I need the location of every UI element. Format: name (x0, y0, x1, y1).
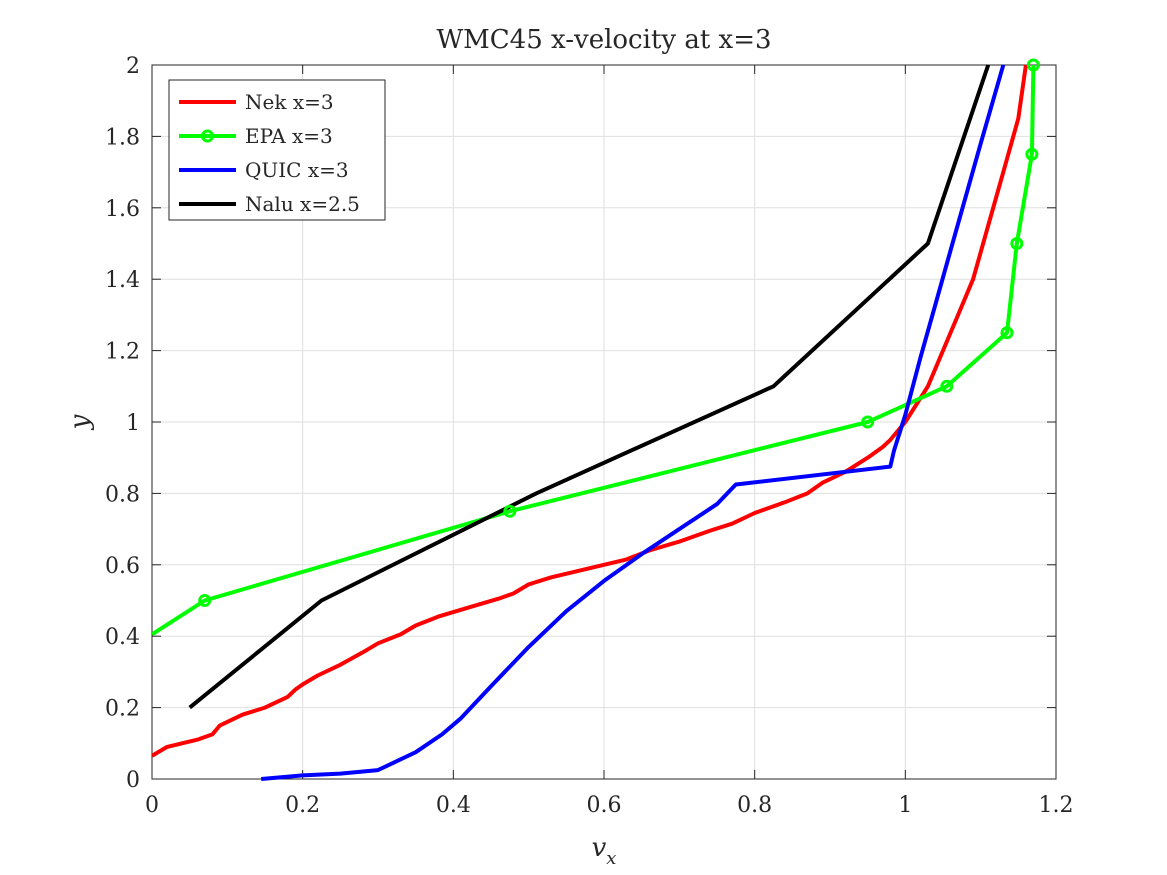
y-tick-label: 0.8 (105, 482, 140, 507)
y-tick-label: 1 (126, 411, 140, 436)
legend: Nek x=3 EPA x=3 QUIC x=3 Nalu x=2.5 (168, 79, 386, 221)
legend-label-nalu-x-2-5: Nalu x=2.5 (245, 192, 360, 216)
chart-title: WMC45 x-velocity at x=3 (436, 25, 771, 55)
y-tick-label: 0.4 (105, 625, 140, 650)
y-tick-label: 0.6 (105, 554, 140, 579)
legend-label-epa-x-3: EPA x=3 (245, 124, 333, 148)
y-tick-label: 2 (126, 54, 140, 79)
x-axis-label-subscript: x (606, 848, 616, 869)
legend-marker-epa-x-3 (201, 129, 214, 143)
x-tick-label: 0.4 (436, 793, 471, 818)
x-tick-label: 0.6 (587, 793, 622, 818)
x-axis-label-main: v (592, 833, 607, 863)
y-tick-label: 1.8 (105, 125, 140, 150)
data-point-epa-x-3 (940, 379, 954, 393)
y-tick-label: 0.2 (105, 697, 140, 722)
legend-label-nek-x-3: Nek x=3 (245, 90, 334, 114)
data-point-epa-x-3 (198, 594, 212, 607)
x-tick-label: 0.8 (737, 793, 772, 818)
legend-label-quic-x-3: QUIC x=3 (245, 158, 349, 182)
series-group (152, 64, 1036, 781)
data-point-epa-x-3 (503, 504, 517, 518)
series-line-nalu-x-2-5 (188, 64, 991, 710)
data-point-epa-x-3 (1000, 326, 1014, 340)
series-line-nek-x-3 (152, 64, 1028, 758)
series-line-epa-x-3 (152, 64, 1036, 637)
y-tick-label: 1.6 (105, 197, 140, 222)
data-point-epa-x-3 (1010, 237, 1024, 250)
x-tick-label: 0.2 (285, 793, 320, 818)
x-tick-label: 1 (898, 793, 912, 818)
x-tick-label: 1.2 (1039, 793, 1074, 818)
data-point-epa-x-3 (1025, 147, 1039, 161)
series-line-quic-x-3 (261, 64, 1006, 781)
y-axis-label: y (65, 414, 95, 430)
y-tick-label: 1.2 (105, 340, 140, 365)
y-tick-label: 1.4 (105, 268, 140, 293)
x-axis-label: vx (592, 833, 617, 869)
x-tick-label: 0 (145, 793, 159, 818)
series (152, 58, 1040, 781)
data-point-epa-x-3 (861, 415, 875, 429)
y-tick-label: 0 (126, 768, 140, 793)
ticks: 0 0.2 0.4 0.6 0.8 1 1.2 0 0.2 0.4 0.6 0.8 1 1.2 1.4 1.6… (105, 54, 1074, 818)
data-point-epa-x-3 (1026, 58, 1040, 72)
